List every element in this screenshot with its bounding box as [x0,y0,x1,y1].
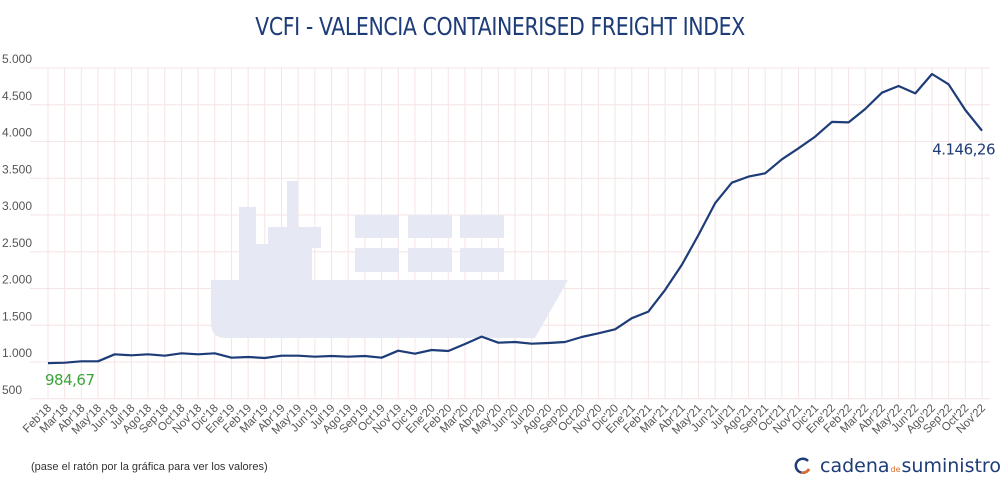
y-tick-label: 1.500 [2,309,32,323]
data-label: 984,67 [45,371,95,389]
grid [30,67,990,400]
hover-hint: (pase el ratón por la gráfica para ver l… [31,461,268,473]
y-tick-label: 500 [2,383,22,397]
data-label: 4.146,26 [932,141,995,159]
y-tick-label: 2.500 [2,236,32,250]
y-tick-label: 2.000 [2,273,32,287]
logo-text-b: de [890,465,901,474]
series-line [47,72,983,365]
y-tick-label: 1.000 [2,346,32,360]
y-tick-label: 4.000 [2,126,32,140]
y-tick-label: 4.500 [2,89,32,103]
y-tick-label: 5.000 [2,52,32,66]
logo-text-a: cadena [820,455,890,477]
y-tick-label: 3.000 [2,199,32,213]
logo: cadena de suministro [794,455,1000,477]
ship-watermark-icon [211,181,568,338]
logo-icon [794,457,811,474]
y-tick-label: 3.500 [2,162,32,176]
logo-text-c: suministro [901,455,1000,477]
chart-title: VCFI - VALENCIA CONTAINERISED FREIGHT IN… [255,12,745,41]
